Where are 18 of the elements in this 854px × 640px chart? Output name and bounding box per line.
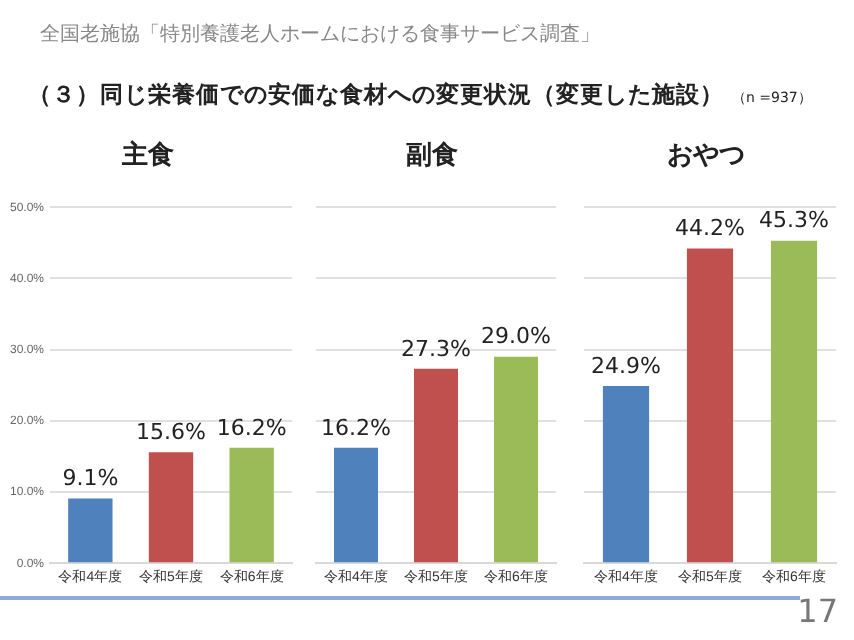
bar (68, 498, 113, 563)
data-label: 27.3% (401, 335, 471, 362)
text: 全国老施協「特別養護老人ホームにおける食事サービス調査」 (40, 21, 600, 48)
data-label: 9.1% (62, 465, 119, 492)
data-label: 15.6% (136, 418, 206, 445)
data-label: 24.9% (591, 352, 661, 379)
data-label: 29.0% (481, 323, 551, 350)
text: （３）同じ栄養価での安価な食材への変更状況（変更した施設） (28, 80, 724, 108)
chart-title: おやつ (667, 138, 745, 169)
text: 17 (797, 592, 838, 630)
data-label: 44.2% (675, 215, 745, 242)
chart-title: 主食 (120, 138, 174, 169)
data-label: 16.2% (321, 414, 391, 441)
chart-title: 副食 (406, 138, 458, 169)
bar (148, 452, 194, 563)
bar (229, 447, 274, 563)
data-label: 45.3% (759, 207, 829, 234)
data-label: 16.2% (216, 414, 287, 441)
